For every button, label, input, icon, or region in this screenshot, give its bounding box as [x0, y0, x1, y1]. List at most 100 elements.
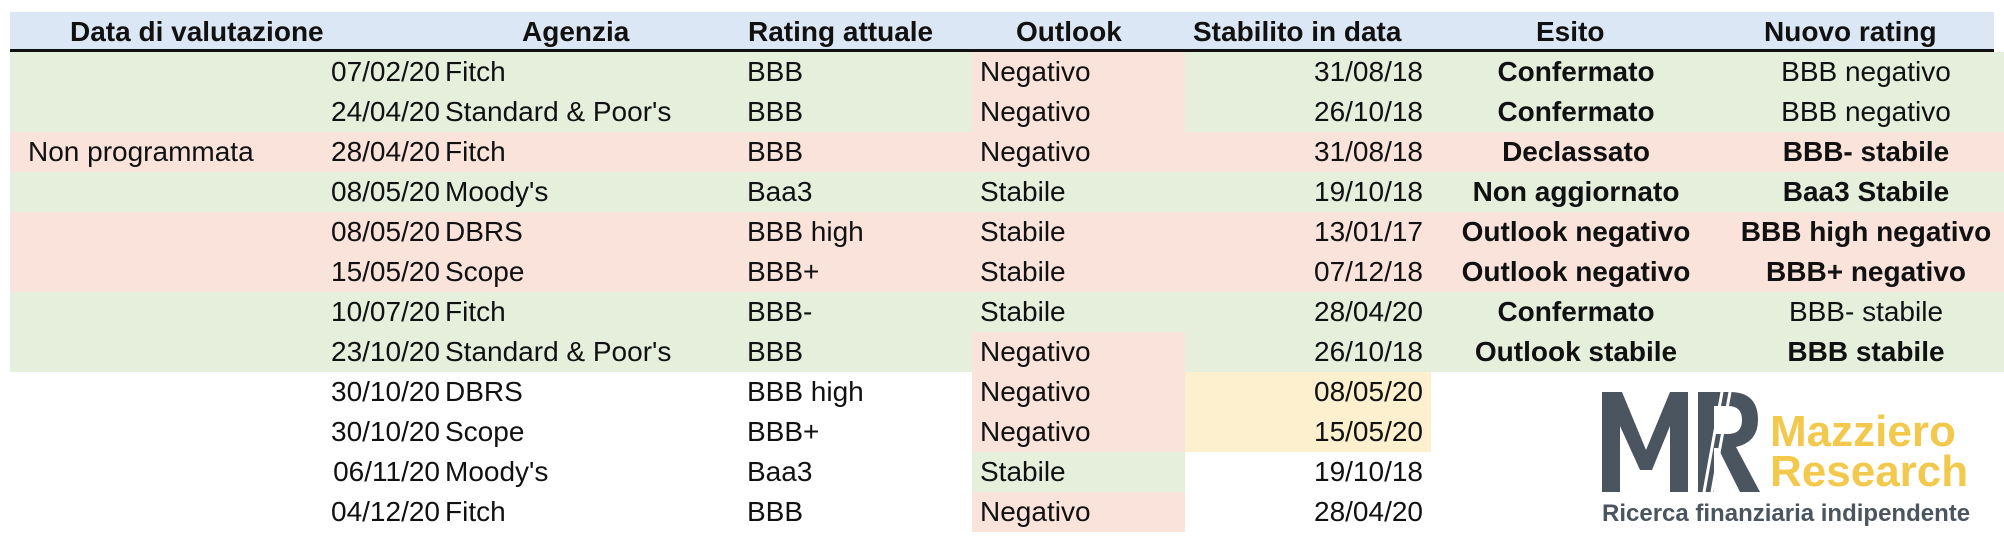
current-rating-cell: BBB: [747, 496, 804, 527]
row-group-cell: [10, 332, 330, 372]
valuation-date-cell: 07/02/20: [312, 52, 440, 92]
rating-table: Data di valutazione Agenzia Rating attua…: [10, 12, 2004, 532]
new-rating-cell: BBB negativo: [1721, 92, 2004, 132]
new-rating-cell: BBB stabile: [1721, 332, 2004, 372]
agency-cell: Fitch: [439, 132, 739, 172]
logo-line-1: Mazziero: [1770, 407, 1956, 456]
current-rating-cell: BBB+: [739, 252, 972, 292]
established-date-cell: 08/05/20: [1185, 372, 1431, 412]
row-group-cell: [10, 212, 330, 252]
row-group-cell: [10, 252, 330, 292]
outcome-cell: Confermato: [1431, 292, 1721, 332]
outcome-cell: Declassato: [1431, 132, 1721, 172]
header-outlook: Outlook: [1016, 16, 1122, 47]
agency-cell: DBRS: [439, 212, 739, 252]
outlook-cell: Stabile: [972, 292, 1185, 332]
outcome-cell: Outlook negativo: [1431, 252, 1721, 292]
current-rating-cell: BBB high: [739, 212, 972, 252]
row-group-cell: [10, 492, 330, 532]
outcome-cell: Confermato: [1431, 52, 1721, 92]
valuation-date-cell: 15/05/20: [312, 252, 440, 292]
valuation-date-cell: 30/10/20: [331, 376, 440, 407]
header-valuation-date: Data di valutazione: [70, 16, 324, 47]
row-group-cell: [10, 412, 330, 452]
header-current-rating: Rating attuale: [748, 16, 934, 47]
logo-line-2: Research: [1770, 447, 1969, 496]
table-row: Non programmata 28/04/20 Fitch BBB Negativo 3…: [10, 132, 2004, 172]
agency-cell: Fitch: [439, 292, 739, 332]
new-rating-cell: Baa3 Stabile: [1721, 172, 2004, 212]
row-group-cell: [10, 372, 330, 412]
row-group-cell: [10, 292, 330, 332]
table-row: 15/05/20 Scope BBB+ Stabile 07/12/18 Outlook …: [10, 252, 2004, 292]
new-rating-cell: BBB+ negativo: [1721, 252, 2004, 292]
established-date-cell: 31/08/18: [1185, 52, 1431, 92]
outlook-cell: Stabile: [972, 452, 1185, 492]
table-row: 30/10/20 Scope BBB+ Negativo 15/05/20: [10, 412, 1994, 452]
current-rating-cell: Baa3: [739, 172, 972, 212]
header-new-rating: Nuovo rating: [1764, 16, 1937, 47]
valuation-date-cell: 06/11/20: [333, 456, 440, 487]
current-rating-cell: BBB+: [747, 416, 820, 447]
new-rating-cell: BBB- stabile: [1721, 292, 2004, 332]
valuation-date-cell: 08/05/20: [312, 212, 440, 252]
new-rating-cell: BBB high negativo: [1721, 212, 2004, 252]
valuation-date-cell: 23/10/20: [312, 332, 440, 372]
table-row: 30/10/20 DBRS BBB high Negativo 08/05/20: [10, 372, 1994, 412]
agency-cell: DBRS: [445, 376, 523, 407]
agency-cell: Standard & Poor's: [439, 332, 739, 372]
agency-cell: Standard & Poor's: [439, 92, 739, 132]
table-header: Data di valutazione Agenzia Rating attua…: [10, 12, 1994, 52]
header-agency: Agenzia: [522, 16, 630, 47]
agency-cell: Fitch: [445, 496, 506, 527]
agency-cell: Fitch: [439, 52, 739, 92]
valuation-date-cell: 24/04/20: [312, 92, 440, 132]
agency-cell: Moody's: [445, 456, 549, 487]
agency-cell: Scope: [439, 252, 739, 292]
current-rating-cell: BBB-: [739, 292, 972, 332]
valuation-date-cell: 30/10/20: [331, 416, 440, 447]
mazziero-research-logo: Mazziero Research Ricerca finanziaria in…: [1590, 390, 1990, 530]
outlook-cell: Negativo: [972, 412, 1185, 452]
outcome-cell: Confermato: [1431, 92, 1721, 132]
table-row: 24/04/20 Standard & Poor's BBB Negativo 26/1…: [10, 92, 2004, 132]
table-row: 10/07/20 Fitch BBB- Stabile 28/04/20 Conferma…: [10, 292, 2004, 332]
table-row: 08/05/20 DBRS BBB high Stabile 13/01/17 Outlo…: [10, 212, 2004, 252]
table-row: 23/10/20 Standard & Poor's BBB Negativo 26/1…: [10, 332, 2004, 372]
table-row: 07/02/20 Fitch BBB Negativo 31/08/18 Conferma…: [10, 52, 2004, 92]
outlook-cell: Negativo: [972, 372, 1185, 412]
logo-wordmark: Mazziero Research: [1770, 407, 1969, 496]
outlook-cell: Stabile: [972, 252, 1185, 292]
outlook-cell: Negativo: [972, 92, 1185, 132]
current-rating-cell: BBB: [739, 132, 972, 172]
established-date-cell: 07/12/18: [1185, 252, 1431, 292]
mr-monogram-icon: [1602, 392, 1760, 493]
group-label: Non programmata: [10, 132, 330, 172]
row-group-cell: [10, 52, 330, 92]
outlook-cell: Stabile: [972, 212, 1185, 252]
current-rating-cell: BBB: [739, 52, 972, 92]
table-row: 08/05/20 Moody's Baa3 Stabile 19/10/18 Non ag…: [10, 172, 2004, 212]
valuation-date-cell: 28/04/20: [312, 132, 440, 172]
table-body: 07/02/20 Fitch BBB Negativo 31/08/18 Conferma…: [10, 52, 2004, 532]
established-date-cell: 28/04/20: [1314, 496, 1423, 527]
outcome-cell: Non aggiornato: [1431, 172, 1721, 212]
current-rating-cell: BBB high: [747, 376, 864, 407]
new-rating-cell: BBB- stabile: [1721, 132, 2004, 172]
valuation-date-cell: 10/07/20: [312, 292, 440, 332]
outlook-cell: Negativo: [972, 52, 1185, 92]
table-row: 06/11/20 Moody's Baa3 Stabile 19/10/18: [10, 452, 1994, 492]
established-date-cell: 13/01/17: [1185, 212, 1431, 252]
row-group-cell: [10, 92, 330, 132]
valuation-date-cell: 08/05/20: [312, 172, 440, 212]
established-date-cell: 15/05/20: [1185, 412, 1431, 452]
header-outcome: Esito: [1536, 16, 1605, 47]
current-rating-cell: Baa3: [747, 456, 813, 487]
established-date-cell: 26/10/18: [1185, 332, 1431, 372]
outcome-cell: Outlook stabile: [1431, 332, 1721, 372]
agency-cell: Scope: [445, 416, 525, 447]
established-date-cell: 26/10/18: [1185, 92, 1431, 132]
established-date-cell: 31/08/18: [1185, 132, 1431, 172]
row-group-cell: [10, 452, 330, 492]
current-rating-cell: BBB: [739, 92, 972, 132]
